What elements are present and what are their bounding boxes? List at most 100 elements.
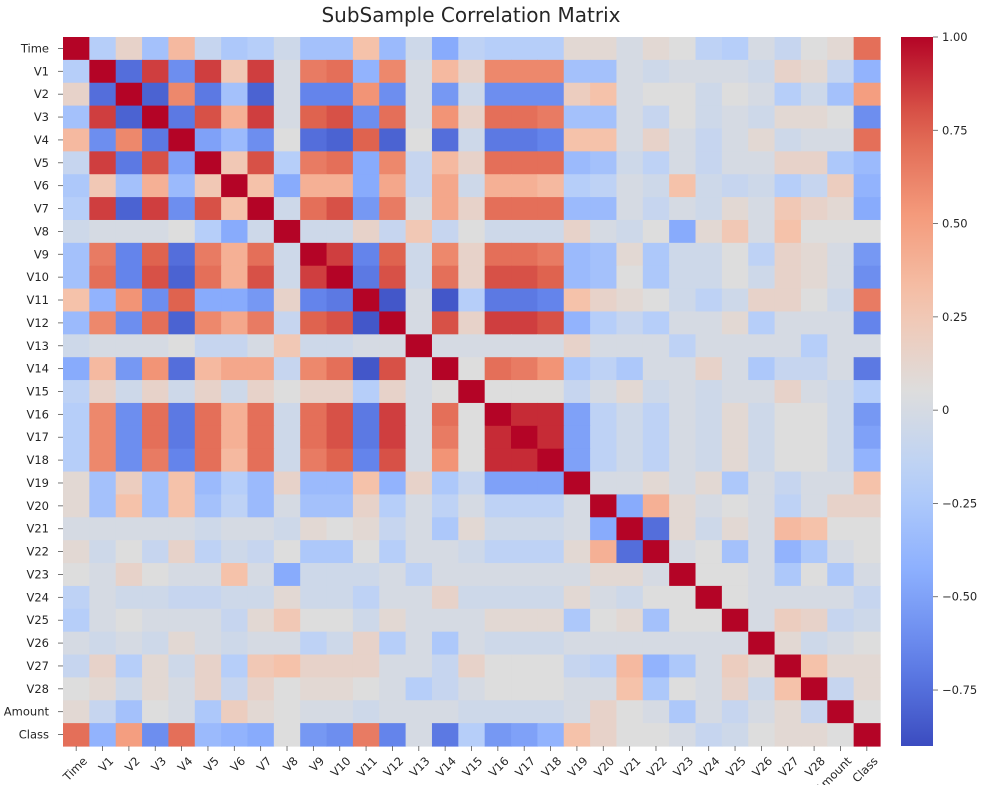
heatmap-cell <box>484 219 512 244</box>
heatmap-cell <box>458 151 486 175</box>
heatmap-cell <box>537 105 565 130</box>
heatmap-cell <box>63 608 90 633</box>
heatmap-cell <box>563 608 591 633</box>
heatmap-cell <box>563 585 591 610</box>
heatmap-cell <box>326 288 354 313</box>
heatmap-cell <box>853 59 881 84</box>
heatmap-cell <box>616 471 644 496</box>
heatmap-cell <box>63 37 90 61</box>
heatmap-cell <box>827 59 855 84</box>
heatmap-cell <box>431 311 459 335</box>
heatmap-cell <box>642 357 670 381</box>
heatmap-cell <box>115 448 143 473</box>
heatmap-cell <box>458 357 486 381</box>
heatmap-cell <box>721 105 749 130</box>
heatmap-cell <box>590 631 618 656</box>
heatmap-cell <box>484 585 512 610</box>
heatmap-cell <box>695 174 723 198</box>
heatmap-cell <box>194 311 222 335</box>
heatmap-cell <box>221 380 249 404</box>
heatmap-cell <box>115 242 143 267</box>
heatmap-cell <box>326 37 354 61</box>
heatmap-cell <box>800 448 828 473</box>
heatmap-cell <box>721 700 749 724</box>
heatmap-cell <box>115 82 143 107</box>
heatmap-cell <box>142 471 170 496</box>
heatmap-cell <box>669 288 697 313</box>
heatmap-cell <box>695 59 723 84</box>
heatmap-cell <box>431 402 459 427</box>
y-tick-label: V12 <box>26 316 49 330</box>
heatmap-cell <box>563 402 591 427</box>
heatmap-cell <box>721 540 749 564</box>
heatmap-cell <box>827 82 855 107</box>
heatmap-cell <box>511 82 538 107</box>
heatmap-cell <box>695 357 723 381</box>
heatmap-cell <box>405 128 433 152</box>
heatmap-cell <box>458 174 486 198</box>
heatmap-cell <box>484 517 512 541</box>
y-tick-label: V27 <box>26 659 49 673</box>
heatmap-cell <box>642 677 670 701</box>
heatmap-cell <box>748 425 776 450</box>
heatmap-cell <box>800 265 828 290</box>
heatmap-cell <box>142 402 170 427</box>
heatmap-cell <box>247 448 275 473</box>
heatmap-cell <box>379 402 407 427</box>
y-tick-label: V5 <box>34 156 49 170</box>
heatmap-cell <box>853 242 881 267</box>
heatmap-cell <box>168 448 196 473</box>
heatmap-cell <box>247 700 275 724</box>
heatmap-cell <box>431 563 459 587</box>
heatmap-cell <box>458 585 486 610</box>
heatmap-cell <box>721 311 749 335</box>
heatmap-cell <box>853 311 881 335</box>
heatmap-cell <box>63 219 90 244</box>
heatmap-cell <box>695 151 723 175</box>
heatmap-cell <box>458 700 486 724</box>
heatmap-cell <box>431 288 459 313</box>
heatmap-cell <box>827 677 855 701</box>
heatmap-cell <box>194 471 222 496</box>
heatmap-cell <box>89 563 117 587</box>
heatmap-cell <box>800 197 828 221</box>
heatmap-cell <box>800 677 828 701</box>
heatmap-cell <box>379 82 407 107</box>
heatmap-cell <box>853 471 881 496</box>
heatmap-cell <box>405 563 433 587</box>
heatmap-cell <box>431 219 459 244</box>
heatmap-cell <box>326 151 354 175</box>
heatmap-cell <box>748 288 776 313</box>
heatmap-cell <box>563 197 591 221</box>
heatmap-cell <box>63 631 90 656</box>
colorbar-tick-label: −0.25 <box>942 496 977 510</box>
colorbar-tick-label: 0.25 <box>942 310 968 324</box>
heatmap-cell <box>300 242 328 267</box>
heatmap-cell <box>115 59 143 84</box>
heatmap-cell <box>168 82 196 107</box>
heatmap-cell <box>115 288 143 313</box>
heatmap-cell <box>379 425 407 450</box>
heatmap-cell <box>405 151 433 175</box>
heatmap-cell <box>273 563 301 587</box>
y-tick-label: V8 <box>34 224 49 238</box>
heatmap-cell <box>247 402 275 427</box>
heatmap-cell <box>194 402 222 427</box>
heatmap-cell <box>695 494 723 518</box>
heatmap-cell <box>326 334 354 358</box>
heatmap-cell <box>194 494 222 518</box>
heatmap-cell <box>590 242 618 267</box>
heatmap-cell <box>221 37 249 61</box>
heatmap-cell <box>63 242 90 267</box>
heatmap-cell <box>405 59 433 84</box>
heatmap-cell <box>405 448 433 473</box>
heatmap-cell <box>616 677 644 701</box>
heatmap-cell <box>537 334 565 358</box>
heatmap-cell <box>827 380 855 404</box>
heatmap-cell <box>511 402 538 427</box>
heatmap-cell <box>273 471 301 496</box>
heatmap-cell <box>590 128 618 152</box>
heatmap-cell <box>563 700 591 724</box>
heatmap-cell <box>537 82 565 107</box>
heatmap-cell <box>484 151 512 175</box>
